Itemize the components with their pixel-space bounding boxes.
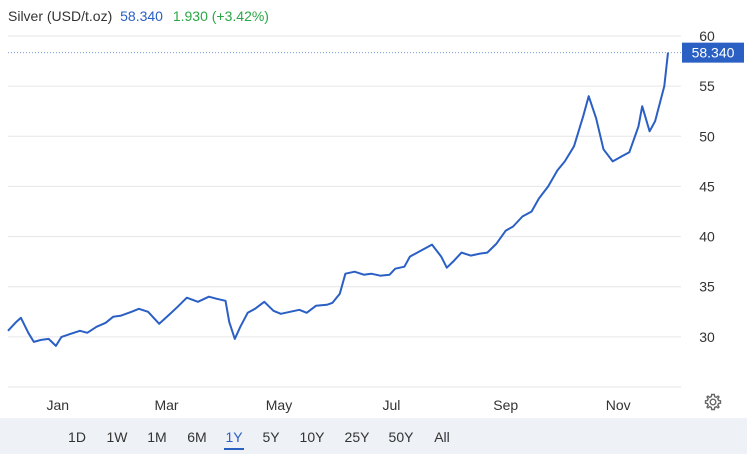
x-tick-label: Jul: [383, 397, 401, 413]
last-price-label: 58.340: [692, 45, 735, 61]
range-button-all[interactable]: All: [434, 429, 450, 445]
current-price: 58.340: [120, 8, 163, 24]
y-tick-label: 55: [699, 78, 715, 94]
instrument-name: Silver (USD/t.oz): [8, 8, 113, 24]
y-tick-label: 60: [699, 28, 715, 44]
price-change: 1.930 (+3.42%): [172, 8, 269, 24]
y-tick-label: 40: [699, 229, 715, 245]
x-tick-label: Nov: [606, 397, 631, 413]
y-tick-label: 35: [699, 279, 715, 295]
x-tick-label: May: [266, 397, 292, 413]
range-button-1w[interactable]: 1W: [106, 429, 128, 445]
range-button-1m[interactable]: 1M: [147, 429, 167, 445]
range-button-6m[interactable]: 6M: [187, 429, 207, 445]
range-button-1y[interactable]: 1Y: [224, 426, 244, 450]
x-tick-label: Sep: [493, 397, 518, 413]
gear-icon[interactable]: [703, 392, 723, 412]
x-tick-label: Mar: [154, 397, 178, 413]
range-button-50y[interactable]: 50Y: [388, 429, 414, 445]
price-series-line[interactable]: [7, 52, 669, 347]
range-selector: 1D 1W 1M 6M 1Y 5Y 10Y 25Y 50Y All: [0, 418, 747, 454]
range-button-5y[interactable]: 5Y: [262, 429, 280, 445]
y-tick-label: 45: [699, 178, 715, 194]
price-chart[interactable]: 30 35 40 45 50 55 60 Jan Mar May Jul Sep Nov 58.340: [0, 0, 747, 418]
last-price-badge: [682, 42, 744, 63]
range-button-10y[interactable]: 10Y: [299, 429, 325, 445]
range-button-25y[interactable]: 25Y: [344, 429, 370, 445]
range-button-1d[interactable]: 1D: [68, 429, 86, 445]
quote-header: Silver (USD/t.oz) 58.340 1.930 (+3.42%): [8, 8, 269, 24]
x-tick-label: Jan: [46, 397, 69, 413]
y-tick-label: 30: [699, 329, 715, 345]
y-tick-label: 50: [699, 128, 715, 144]
